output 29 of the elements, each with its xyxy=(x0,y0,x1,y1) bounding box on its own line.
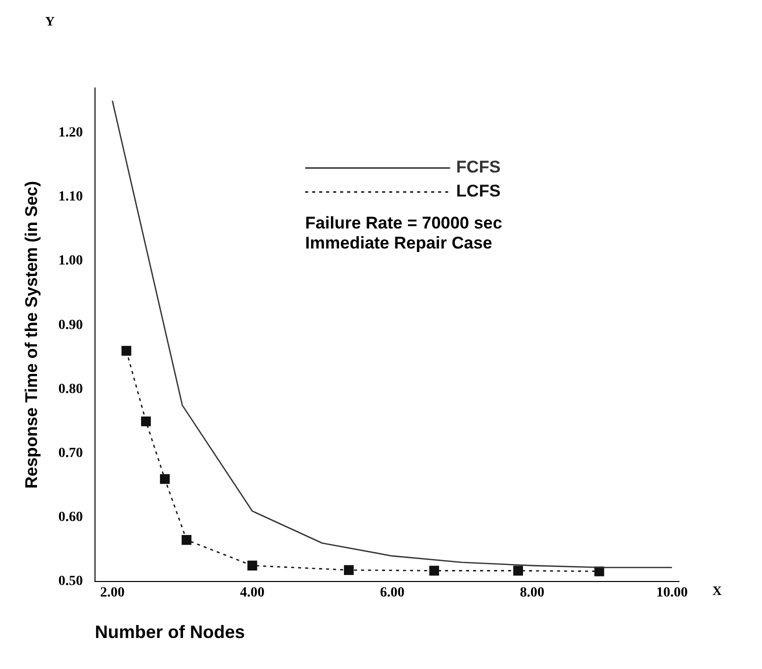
y-tick-label: 0.60 xyxy=(58,510,83,526)
point xyxy=(141,416,151,426)
point xyxy=(247,560,258,570)
y-tick-label: 1.10 xyxy=(58,190,83,205)
point xyxy=(513,566,524,576)
y-tick-label: 0.90 xyxy=(58,318,83,333)
point xyxy=(429,566,440,576)
text: FCFS xyxy=(456,158,501,177)
y-tick-label: 0.70 xyxy=(58,446,83,461)
y-tick-label: 0.50 xyxy=(58,574,83,590)
text: X xyxy=(712,582,722,598)
point xyxy=(344,565,354,575)
y-tick-label: 1.00 xyxy=(58,254,83,269)
point xyxy=(182,535,192,545)
x-tick-label: 4.00 xyxy=(240,586,265,601)
annotation: Failure Rate = 70000 sec xyxy=(305,214,502,233)
x-tick-label: 6.00 xyxy=(380,586,404,601)
x-tick-label: 8.00 xyxy=(520,586,544,601)
y-tick-label: 1.20 xyxy=(58,125,83,140)
y-axis-title: Response Time of the System (in Sec) xyxy=(22,180,41,489)
y-tick-label: 0.80 xyxy=(58,382,83,397)
text: Y xyxy=(45,13,56,28)
text: LCFS xyxy=(456,182,501,201)
x-axis-title: Number of Nodes xyxy=(94,622,245,642)
point xyxy=(121,346,132,356)
point xyxy=(160,474,170,484)
annotation: Immediate Repair Case xyxy=(305,234,492,253)
x-tick-label: 10.00 xyxy=(656,586,688,601)
x-tick-label: 2.00 xyxy=(100,586,125,601)
